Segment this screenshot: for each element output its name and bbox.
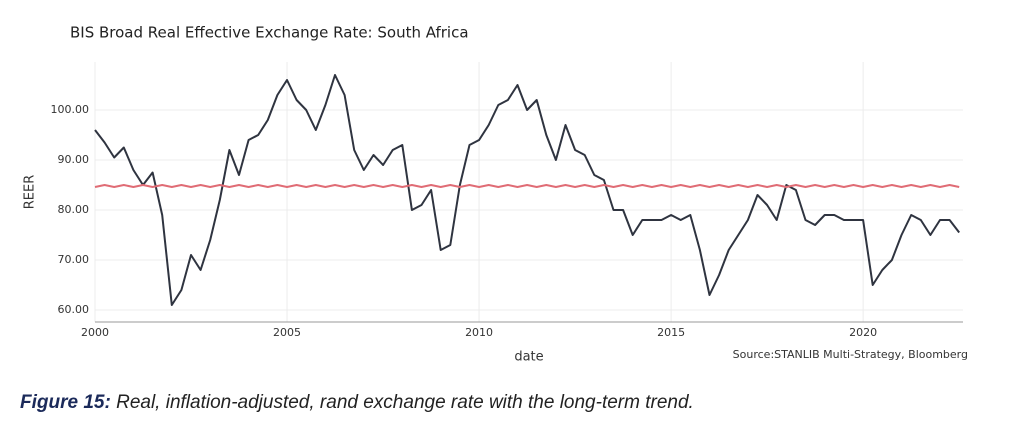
x-tick-label: 2000 — [81, 326, 109, 339]
source: Source:STANLIB Multi-Strategy, Bloomberg — [733, 348, 968, 361]
y-axis-label: REER — [23, 175, 38, 210]
x-tick-label: 2005 — [273, 326, 301, 339]
caption-label: Figure 15: — [20, 392, 111, 413]
x-tick-label: 2010 — [465, 326, 493, 339]
chart: BIS Broad Real Effective Exchange Rate: … — [23, 24, 969, 365]
x-tick-label: 2015 — [657, 326, 685, 339]
x-tick-label: 2020 — [849, 326, 877, 339]
y-tick-label: 60.00 — [58, 303, 90, 316]
y-tick-label: 80.00 — [58, 203, 90, 216]
y-tick-label: 100.00 — [51, 103, 90, 116]
y-tick-label: 70.00 — [58, 253, 90, 266]
caption: Figure 15: Real, inflation-adjusted, ran… — [20, 392, 694, 414]
y-tick-label: 90.00 — [58, 153, 90, 166]
data-line — [94, 184, 960, 188]
x-axis-label: date — [514, 350, 543, 365]
data-line — [94, 74, 960, 306]
chart-title: BIS Broad Real Effective Exchange Rate: … — [70, 24, 469, 42]
caption-text: Real, inflation-adjusted, rand exchange … — [110, 392, 694, 413]
